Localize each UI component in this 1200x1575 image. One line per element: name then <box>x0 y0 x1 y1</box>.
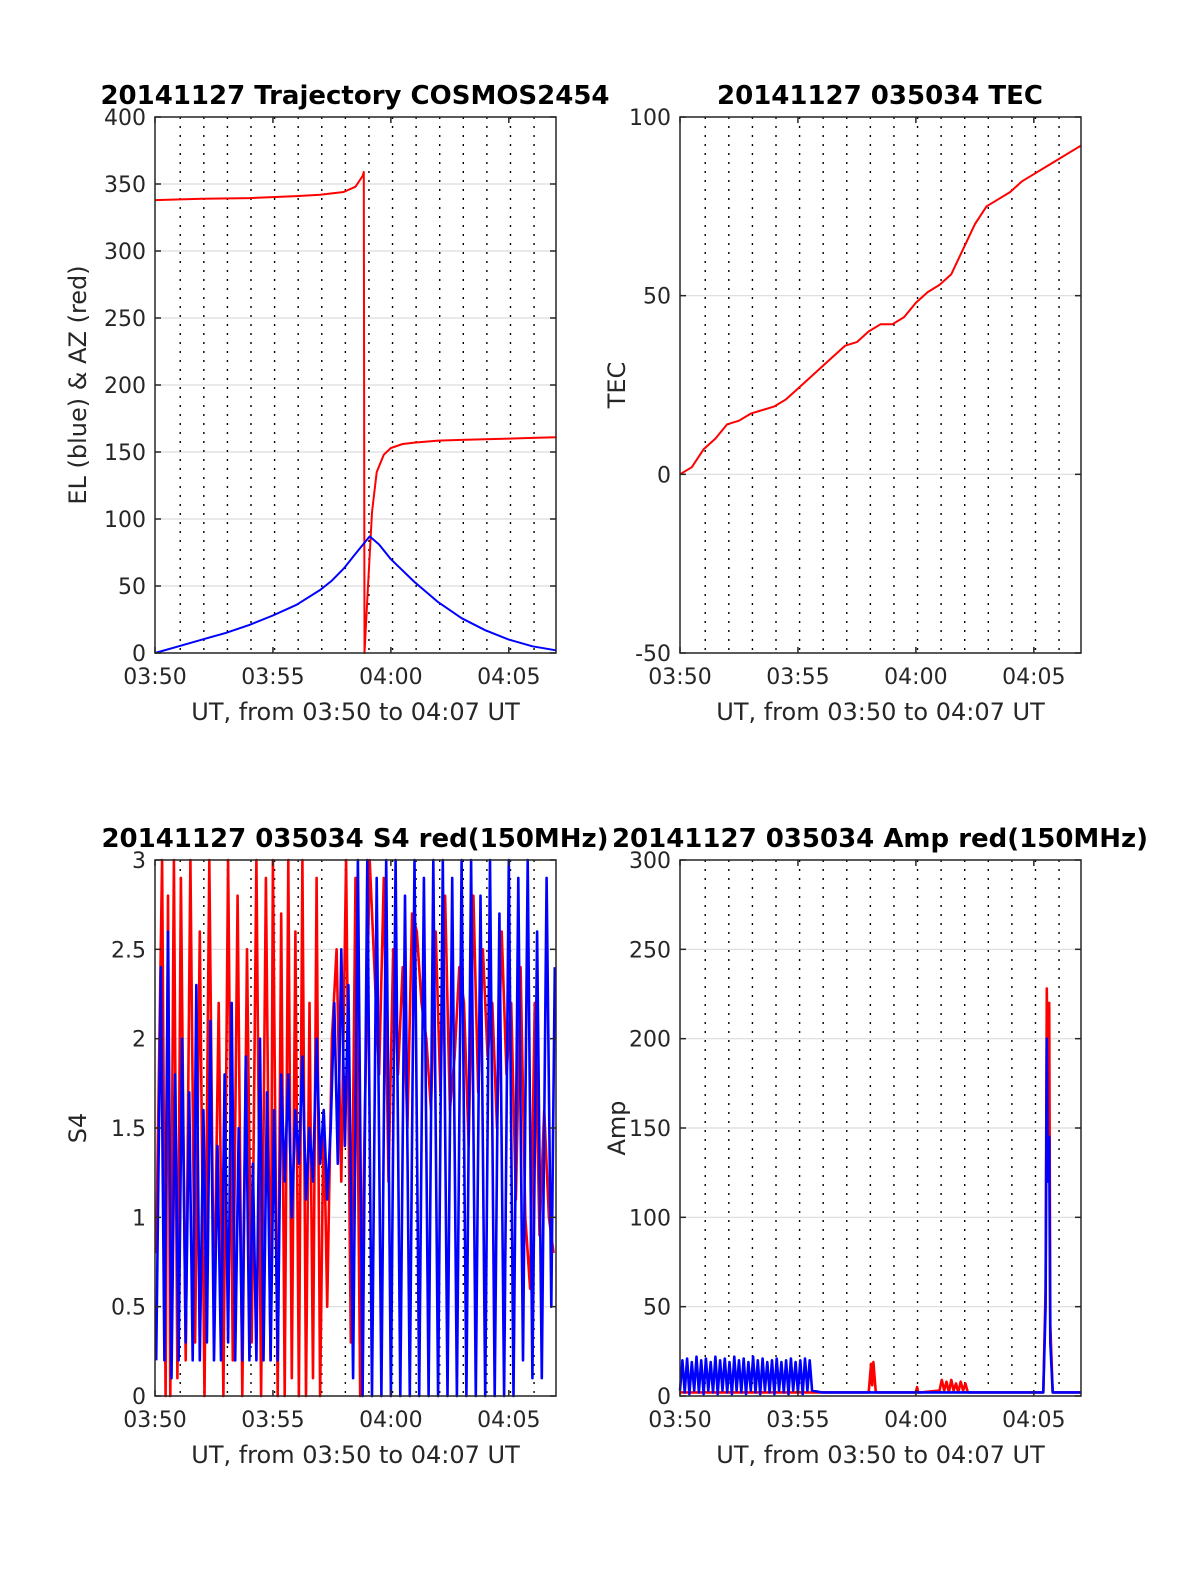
s4-xtick-label: 04:00 <box>359 1408 422 1433</box>
tec-xtick-label: 03:55 <box>766 665 829 690</box>
trajectory-series <box>154 170 557 654</box>
s4-xtick-label: 03:55 <box>241 1408 304 1433</box>
trajectory-ytick-label: 400 <box>104 106 146 131</box>
trajectory-series-blue-line <box>154 535 557 654</box>
s4-ytick-label: 1 <box>132 1206 146 1231</box>
trajectory-ytick-label: 300 <box>104 240 146 265</box>
trajectory-ytick-label: 100 <box>104 508 146 533</box>
s4-xtick-label: 04:05 <box>477 1408 540 1433</box>
s4-ytick-label: 0.5 <box>111 1296 146 1321</box>
trajectory-x-axis-label: UT, from 03:50 to 04:07 UT <box>191 698 520 726</box>
amp-ytick-label: 200 <box>629 1028 671 1053</box>
tec-y-axis-label: TEC <box>603 362 631 410</box>
amp-ytick-label: 250 <box>629 938 671 963</box>
s4-ytick-label: 1.5 <box>111 1117 146 1142</box>
tec-grid <box>680 116 1081 654</box>
amp-xtick-label: 03:55 <box>766 1408 829 1433</box>
trajectory-series-red-line <box>154 170 557 654</box>
trajectory-ytick-label: 0 <box>132 642 146 667</box>
s4-series-red-line <box>154 858 555 1398</box>
s4-x-axis-label: UT, from 03:50 to 04:07 UT <box>191 1441 520 1469</box>
s4-series <box>154 858 557 1398</box>
s4-ytick-label: 0 <box>132 1385 146 1410</box>
trajectory-title: 20141127 Trajectory COSMOS2454 <box>100 81 609 111</box>
trajectory-ytick-label: 350 <box>104 173 146 198</box>
tec-ytick-label: -50 <box>635 642 671 667</box>
s4-panel: 0 0.5 1 1.5 2 2.5 3 03:50 03:55 04:00 04:05 201411… <box>64 824 609 1469</box>
tec-series-red-line <box>679 144 1082 476</box>
trajectory-ytick-label: 150 <box>104 441 146 466</box>
s4-series-blue-line <box>154 858 557 1398</box>
s4-ticks: 0 0.5 1 1.5 2 2.5 3 03:50 03:55 04:00 04:05 <box>111 849 556 1433</box>
amp-ytick-label: 300 <box>629 849 671 874</box>
tec-ytick-label: 50 <box>643 285 671 310</box>
trajectory-xtick-label: 04:00 <box>359 665 422 690</box>
s4-y-axis-label: S4 <box>64 1113 92 1144</box>
tec-ticks: -50 0 50 100 03:50 03:55 04:00 04:05 <box>629 106 1081 690</box>
s4-ytick-label: 2 <box>132 1028 146 1053</box>
tec-x-axis-label: UT, from 03:50 to 04:07 UT <box>716 698 1045 726</box>
tec-xtick-label: 03:50 <box>648 665 711 690</box>
s4-ytick-label: 2.5 <box>111 938 146 963</box>
tec-xtick-label: 04:05 <box>1002 665 1065 690</box>
trajectory-panel: 0 50 100 150 200 250 300 350 400 03:50 03:55 04:00 0… <box>64 81 610 726</box>
trajectory-ytick-label: 200 <box>104 374 146 399</box>
tec-panel: -50 0 50 100 03:50 03:55 04:00 04:05 20141127 0… <box>603 81 1082 726</box>
amp-x-axis-label: UT, from 03:50 to 04:07 UT <box>716 1441 1045 1469</box>
trajectory-xtick-label: 03:50 <box>123 665 186 690</box>
amp-ytick-label: 0 <box>657 1385 671 1410</box>
amp-y-axis-label: Amp <box>603 1100 631 1155</box>
amp-ticks: 0 50 100 150 200 250 300 03:50 03:55 04:00 04:05 <box>629 849 1081 1433</box>
trajectory-y-axis-label: EL (blue) & AZ (red) <box>64 265 92 504</box>
tec-ytick-label: 0 <box>657 463 671 488</box>
amp-xtick-label: 04:00 <box>884 1408 947 1433</box>
trajectory-ytick-label: 50 <box>118 575 146 600</box>
amp-xtick-label: 04:05 <box>1002 1408 1065 1433</box>
tec-xtick-label: 04:00 <box>884 665 947 690</box>
amp-ytick-label: 100 <box>629 1206 671 1231</box>
amp-ytick-label: 50 <box>643 1296 671 1321</box>
tec-plot-frame <box>679 116 1082 654</box>
s4-xtick-label: 03:50 <box>123 1408 186 1433</box>
amp-panel: 0 50 100 150 200 250 300 03:50 03:55 04:00 04:05 2… <box>603 824 1148 1469</box>
trajectory-ticks: 0 50 100 150 200 250 300 350 400 03:50 03:55 04:00 0… <box>104 106 556 690</box>
tec-title: 20141127 035034 TEC <box>717 81 1043 111</box>
amp-ytick-label: 150 <box>629 1117 671 1142</box>
amp-series-red-line <box>680 987 1081 1394</box>
amp-grid <box>680 859 1081 1397</box>
tec-series <box>679 144 1082 476</box>
trajectory-xtick-label: 04:05 <box>477 665 540 690</box>
amp-xtick-label: 03:50 <box>648 1408 711 1433</box>
s4-title: 20141127 035034 S4 red(150MHz) <box>101 824 608 854</box>
trajectory-grid <box>155 116 556 654</box>
amp-series-blue-line <box>678 1037 1081 1396</box>
trajectory-ytick-label: 250 <box>104 307 146 332</box>
tec-ytick-label: 100 <box>629 106 671 131</box>
amp-title: 20141127 035034 Amp red(150MHz) <box>612 824 1148 854</box>
trajectory-xtick-label: 03:55 <box>241 665 304 690</box>
s4-ytick-label: 3 <box>132 849 146 874</box>
amp-series <box>678 987 1081 1396</box>
